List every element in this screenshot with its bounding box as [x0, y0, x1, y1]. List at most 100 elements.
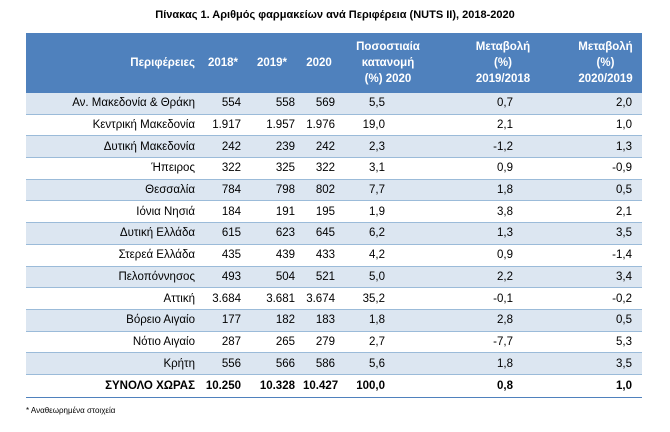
change-2019-2018-cell: 1,8	[437, 179, 569, 202]
value-2019-cell: 265	[245, 331, 299, 354]
value-2018-cell: 435	[201, 244, 245, 267]
change-2019-2018-cell: 3,8	[437, 200, 569, 224]
value-2020-cell: 1.976	[299, 114, 339, 137]
share-cell: 5,5	[339, 93, 437, 115]
region-cell: Στερεά Ελλάδα	[26, 244, 201, 267]
value-2019-cell: 1.957	[245, 114, 299, 137]
value-2019-cell: 239	[245, 135, 299, 159]
header-change1-line1: Μεταβολή	[475, 41, 531, 53]
change-2020-2019-cell: -0,9	[569, 157, 642, 180]
value-2019-cell: 566	[245, 352, 299, 375]
total-label: ΣΥΝΟΛΟ ΧΩΡΑΣ	[26, 373, 201, 398]
total-share: 100,0	[339, 373, 437, 398]
region-cell: Νότιο Αιγαίο	[26, 331, 201, 354]
value-2018-cell: 1.917	[201, 114, 245, 137]
table-row: Αν. Μακεδονία & Θράκη 554 558 569 5,5 0,7 2,0	[26, 93, 642, 115]
region-cell: Κεντρική Μακεδονία	[26, 114, 201, 137]
header-regions: Περιφέρειες	[26, 33, 201, 93]
header-change1-line3: 2019/2018	[475, 73, 531, 85]
region-cell: Θεσσαλία	[26, 179, 201, 202]
change-2019-2018-cell: 1,8	[437, 352, 569, 375]
table-row: Δυτική Ελλάδα 615 623 645 6,2 1,3 3,5	[26, 222, 642, 245]
header-2020: 2020	[299, 33, 339, 93]
value-2020-cell: 569	[299, 93, 339, 115]
change-2019-2018-cell: 2,8	[437, 309, 569, 332]
table-row: Δυτική Μακεδονία 242 239 242 2,3 -1,2 1,3	[26, 135, 642, 159]
change-2019-2018-cell: 0,7	[437, 93, 569, 115]
share-cell: 6,2	[339, 222, 437, 245]
value-2020-cell: 586	[299, 352, 339, 375]
region-cell: Ιόνια Νησιά	[26, 200, 201, 224]
region-cell: Δυτική Μακεδονία	[26, 135, 201, 159]
footnote: * Αναθεωρημένα στοιχεία	[26, 406, 116, 415]
change-2020-2019-cell: 1,3	[569, 135, 642, 159]
value-2019-cell: 798	[245, 179, 299, 202]
value-2020-cell: 183	[299, 309, 339, 332]
change-2020-2019-cell: 0,5	[569, 179, 642, 202]
change-2020-2019-cell: 3,4	[569, 266, 642, 289]
change-2019-2018-cell: -0,1	[437, 287, 569, 310]
table-header: Περιφέρειες 2018* 2019* 2020 Ποσοστιαία …	[26, 33, 642, 93]
total-change-2020-2019: 1,0	[569, 373, 642, 398]
table-row: Νότιο Αιγαίο 287 265 279 2,7 -7,7 5,3	[26, 331, 642, 354]
value-2020-cell: 322	[299, 157, 339, 180]
change-2019-2018-cell: -1,2	[437, 135, 569, 159]
value-2018-cell: 554	[201, 93, 245, 115]
change-2019-2018-cell: -7,7	[437, 331, 569, 354]
header-change-2020-2019: Μεταβολή (%) 2020/2019	[569, 33, 642, 93]
change-2020-2019-cell: 5,3	[569, 331, 642, 354]
header-share-line3: (%) 2020	[364, 73, 412, 85]
header-share-line2: κατανομή	[361, 57, 415, 69]
value-2018-cell: 493	[201, 266, 245, 289]
share-cell: 7,7	[339, 179, 437, 202]
change-2019-2018-cell: 2,1	[437, 114, 569, 137]
table-row: Αττική 3.684 3.681 3.674 35,2 -0,1 -0,2	[26, 287, 642, 310]
header-row: Περιφέρειες 2018* 2019* 2020 Ποσοστιαία …	[26, 33, 642, 93]
table-row: Στερεά Ελλάδα 435 439 433 4,2 0,9 -1,4	[26, 244, 642, 267]
value-2020-cell: 645	[299, 222, 339, 245]
header-share-2020: Ποσοστιαία κατανομή (%) 2020	[339, 33, 437, 93]
value-2019-cell: 558	[245, 93, 299, 115]
change-2019-2018-cell: 1,3	[437, 222, 569, 245]
value-2019-cell: 3.681	[245, 287, 299, 310]
share-cell: 19,0	[339, 114, 437, 137]
value-2019-cell: 191	[245, 200, 299, 224]
share-cell: 4,2	[339, 244, 437, 267]
value-2018-cell: 615	[201, 222, 245, 245]
change-2020-2019-cell: -1,4	[569, 244, 642, 267]
value-2019-cell: 439	[245, 244, 299, 267]
share-cell: 3,1	[339, 157, 437, 180]
table-row: Πελοπόννησος 493 504 521 5,0 2,2 3,4	[26, 266, 642, 289]
change-2020-2019-cell: 3,5	[569, 352, 642, 375]
total-change-2019-2018: 0,8	[437, 373, 569, 398]
table-row: Κρήτη 556 566 586 5,6 1,8 3,5	[26, 352, 642, 375]
value-2020-cell: 433	[299, 244, 339, 267]
value-2020-cell: 521	[299, 266, 339, 289]
change-2019-2018-cell: 0,9	[437, 244, 569, 267]
share-cell: 5,6	[339, 352, 437, 375]
region-cell: Αττική	[26, 287, 201, 310]
table-row: Ήπειρος 322 325 322 3,1 0,9 -0,9	[26, 157, 642, 180]
value-2018-cell: 556	[201, 352, 245, 375]
header-2018: 2018*	[201, 33, 245, 93]
header-change-2019-2018: Μεταβολή (%) 2019/2018	[437, 33, 569, 93]
region-cell: Βόρειο Αιγαίο	[26, 309, 201, 332]
header-change2-line2: (%)	[596, 57, 615, 69]
share-cell: 1,9	[339, 200, 437, 224]
value-2018-cell: 784	[201, 179, 245, 202]
header-share-line1: Ποσοστιαία	[356, 41, 420, 53]
region-cell: Πελοπόννησος	[26, 266, 201, 289]
value-2020-cell: 279	[299, 331, 339, 354]
total-2020: 10.427	[299, 373, 339, 398]
value-2018-cell: 177	[201, 309, 245, 332]
region-cell: Αν. Μακεδονία & Θράκη	[26, 93, 201, 115]
change-2020-2019-cell: 2,0	[569, 93, 642, 115]
value-2020-cell: 3.674	[299, 287, 339, 310]
value-2019-cell: 623	[245, 222, 299, 245]
region-cell: Δυτική Ελλάδα	[26, 222, 201, 245]
change-2019-2018-cell: 0,9	[437, 157, 569, 180]
region-cell: Κρήτη	[26, 352, 201, 375]
change-2020-2019-cell: 3,5	[569, 222, 642, 245]
table-row: Θεσσαλία 784 798 802 7,7 1,8 0,5	[26, 179, 642, 202]
share-cell: 5,0	[339, 266, 437, 289]
